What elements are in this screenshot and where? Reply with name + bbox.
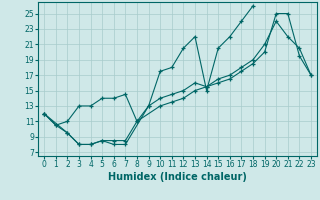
X-axis label: Humidex (Indice chaleur): Humidex (Indice chaleur) [108, 172, 247, 182]
